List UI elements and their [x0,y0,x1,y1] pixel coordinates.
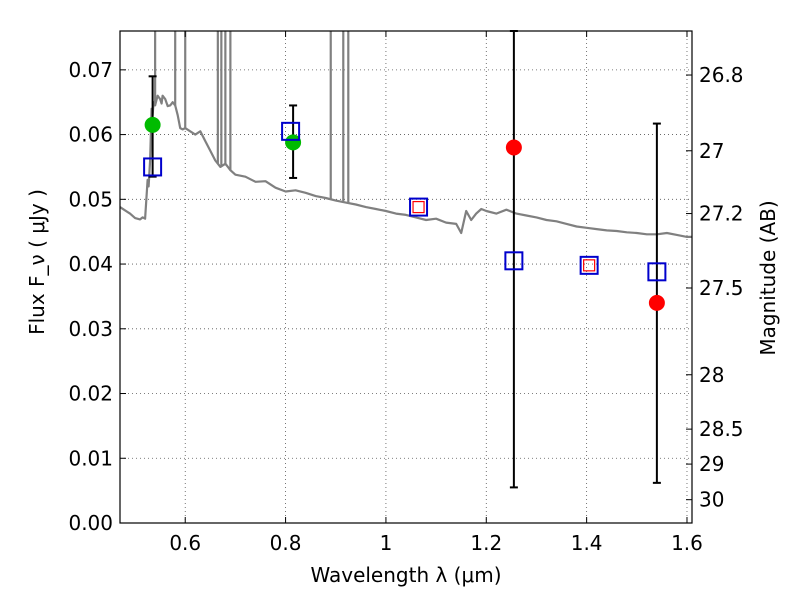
x-axis-title: Wavelength λ (μm) [310,563,501,587]
tick-layer: 0.6 0.8 1 1.2 1.4 1.6 0.00 0.01 0.02 0.03 0.04 0.05… [68,31,744,555]
y-right-tick-label: 27.5 [699,276,744,300]
model-photometry-square [647,262,667,282]
plot-frame [119,30,693,524]
model-spectrum-line [119,94,692,238]
x-tick-label: 0.8 [270,531,302,555]
y-tick-label: 0.00 [68,511,113,535]
x-tick-label: 0.6 [169,531,201,555]
x-tick-label: 1.6 [671,531,703,555]
model-photometry-square [504,251,524,271]
detection-point-red [648,294,665,311]
y-right-tick-label: 30 [699,488,724,512]
y-right-tick-label: 26.8 [699,63,744,87]
y-tick-label: 0.06 [68,123,113,147]
y-tick-label: 0.03 [68,317,113,341]
y-tick-label: 0.07 [68,58,113,82]
y-right-tick-label: 28.5 [699,417,744,441]
marker-layer [143,116,667,311]
y-right-tick-label: 28 [699,363,724,387]
y-axis-right-title: Magnitude (AB) [756,200,780,355]
inner-red-square [583,259,596,272]
model-photometry-square [281,121,301,141]
x-tick-label: 1.2 [470,531,502,555]
y-axis-title: Flux F_ν ( μJy ) [25,189,49,335]
detection-point-green [144,116,161,133]
model-photometry-square [143,157,163,177]
spectrum-layer [119,31,692,238]
y-tick-label: 0.02 [68,382,113,406]
y-tick-label: 0.04 [68,252,113,276]
y-right-tick-label: 29 [699,452,724,476]
y-right-tick-label: 27.2 [699,202,744,226]
model-photometry-square [579,255,599,275]
detection-point-green [285,134,302,151]
x-tick-label: 1.4 [571,531,603,555]
y-tick-label: 0.01 [68,446,113,470]
grid-layer [120,31,692,524]
y-tick-label: 0.05 [68,187,113,211]
detection-point-red [505,139,522,156]
model-photometry-square [409,197,429,217]
y-right-tick-label: 27 [699,139,724,163]
x-tick-label: 1 [380,531,393,555]
inner-red-square [412,200,425,214]
